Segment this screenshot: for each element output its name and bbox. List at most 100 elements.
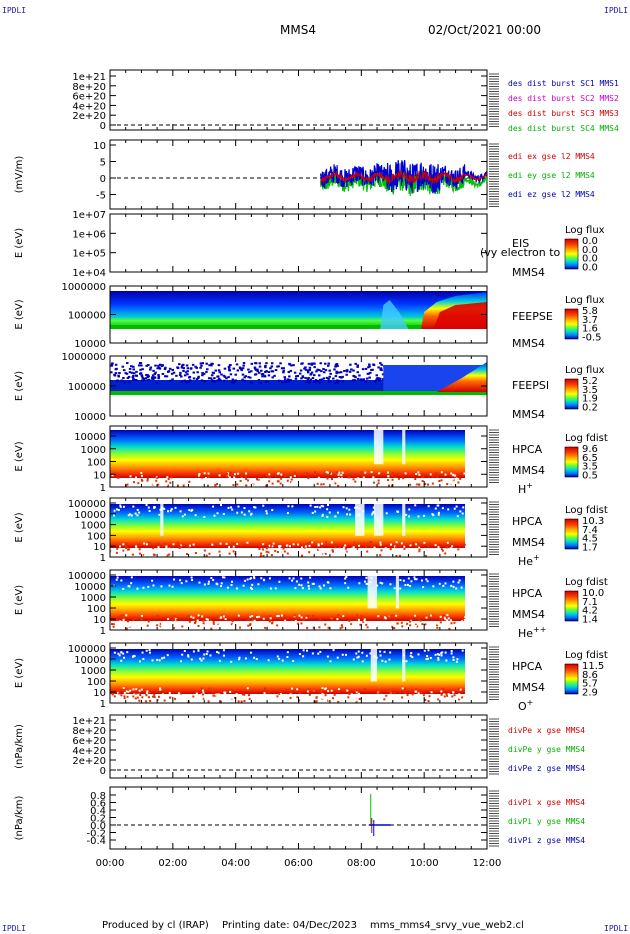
hpca-hepp-panel-gap-pixel — [278, 580, 281, 583]
hpca-he-panel-speckle — [357, 548, 360, 551]
hpca-h-panel-speckle — [142, 481, 145, 484]
hpca-he-panel-gap-pixel — [116, 508, 119, 511]
feepsi-panel-scatter-pixel — [356, 377, 360, 380]
hpca-he-panel-cbar-tick-label: 7.4 — [582, 525, 598, 536]
hpca-hepp-panel-speckle — [229, 617, 232, 620]
hpca-h-panel-speckle — [265, 484, 268, 487]
hpca-he-panel-speckle — [186, 544, 189, 547]
hpca-hepp-panel-speckle — [116, 620, 119, 623]
hpca-he-panel-gap-pixel — [213, 514, 216, 517]
hpca-he-panel-gap-pixel — [371, 513, 374, 516]
hpca-hepp-panel-gap-pixel — [180, 582, 183, 585]
hpca-hepp-panel-gap-pixel — [307, 581, 310, 584]
hpca-he-panel-speckle — [125, 544, 128, 547]
hpca-h-panel-speckle — [266, 474, 269, 477]
hpca-h-panel-speckle — [336, 482, 339, 485]
hpca-h-panel-speckle — [449, 481, 452, 484]
hpca-hepp-panel-speckle — [393, 620, 396, 623]
hpca-h-panel-speckle — [396, 482, 399, 485]
hpca-he-panel-gap-pixel — [327, 504, 330, 507]
hpca-o-panel-gap-pixel — [138, 660, 141, 663]
hpca-h-panel-speckle — [277, 472, 280, 475]
hpca-hepp-panel-speckle — [280, 614, 283, 617]
hpca-o-panel-speckle — [321, 693, 324, 696]
hpca-o-panel-speckle — [458, 698, 461, 701]
hpca-o-panel-speckle — [416, 700, 419, 703]
hpca-he-panel-speckle — [262, 554, 265, 557]
feepsi-panel-scatter-pixel — [292, 364, 295, 367]
hpca-he-panel-gap-pixel — [113, 509, 116, 512]
des-panel-legend-entry: des dist burst SC1 MMS1 — [508, 79, 619, 88]
hpca-h-panel-speckle — [240, 477, 243, 480]
hpca-he-panel-speckle — [272, 542, 275, 545]
hpca-hepp-panel-speckle — [136, 617, 139, 620]
hpca-hepp-panel-gap-pixel — [420, 579, 423, 582]
hpca-h-panel-speckle — [165, 483, 168, 486]
hpca-he-panel-speckle — [448, 550, 451, 553]
hpca-hepp-panel-gap-pixel — [402, 579, 405, 582]
hpca-he-panel-speckle — [395, 546, 398, 549]
hpca-h-panel-speckle — [166, 476, 169, 479]
feepsi-panel-scatter-pixel — [154, 371, 157, 374]
hpca-o-panel-gap-pixel — [298, 653, 301, 656]
feepsi-panel-scatter-pixel — [336, 381, 339, 384]
hpca-he-panel-speckle — [359, 542, 362, 545]
hpca-o-panel-speckle — [454, 694, 457, 697]
hpca-he-panel-speckle — [203, 549, 206, 552]
feepsi-panel-scatter-pixel — [354, 376, 357, 379]
hpca-h-panel-speckle — [418, 483, 421, 486]
hpca-o-panel-speckle — [443, 695, 446, 698]
hpca-h-panel-speckle — [262, 483, 265, 486]
hpca-he-panel-speckle — [252, 544, 255, 547]
hpca-he-panel-speckle — [320, 542, 323, 545]
feepsi-panel-scatter-pixel — [238, 366, 242, 369]
divpi-panel-ytick-label: 0.0 — [90, 821, 106, 832]
hpca-o-panel-speckle — [163, 690, 166, 693]
hpca-hepp-panel-speckle — [140, 618, 143, 621]
hpca-hepp-panel-instrument-label: HPCA — [512, 587, 543, 600]
hpca-hepp-panel-speckle — [439, 621, 442, 624]
hpca-he-panel-speckle — [440, 548, 443, 551]
hpca-o-panel-speckle — [140, 688, 143, 691]
hpca-hepp-panel-gap-pixel — [274, 587, 277, 590]
hpca-hepp-panel-gap-pixel — [115, 578, 118, 581]
feepsi-panel-scatter-pixel — [316, 380, 319, 383]
hpca-o-panel-speckle — [118, 692, 121, 695]
feepsi-panel-scatter-pixel — [242, 362, 246, 365]
hpca-he-panel-cbar-tick-label: 10.3 — [582, 516, 604, 527]
hpca-hepp-panel-cbar-tick-label: 4.2 — [582, 606, 598, 617]
hpca-hepp-panel-gap-pixel — [307, 584, 310, 587]
hpca-hepp-panel-speckle — [274, 626, 277, 629]
feepsi-panel-scatter-pixel — [153, 376, 156, 379]
hpca-h-panel-speckle — [373, 481, 376, 484]
hpca-o-panel-ytick-label: 1 — [100, 699, 106, 710]
feepsi-panel-scatter-pixel — [158, 366, 161, 369]
hpca-hepp-panel-speckle — [461, 620, 464, 623]
des-panel-legend-entry: des dist burst SC4 MMS4 — [508, 124, 619, 133]
feepsi-panel-scatter-pixel — [273, 374, 276, 377]
hpca-hepp-panel-speckle — [403, 615, 406, 618]
hpca-h-panel-speckle — [387, 484, 390, 487]
hpca-h-panel-data-gap — [402, 430, 406, 465]
hpca-h-panel-speckle — [246, 479, 249, 482]
feepsi-panel-scatter-pixel — [250, 362, 254, 365]
hpca-h-panel-speckle — [418, 473, 421, 476]
hpca-o-panel-speckle — [331, 697, 334, 700]
hpca-o-panel-speckle — [461, 696, 464, 699]
hpca-h-panel-speckle — [381, 472, 384, 475]
hpca-o-panel-gap-pixel — [255, 658, 258, 661]
hpca-o-panel-speckle — [223, 691, 226, 694]
hpca-o-panel-gap-pixel — [209, 654, 212, 657]
hpca-o-panel-gap-pixel — [384, 660, 387, 663]
hpca-h-panel-speckle — [431, 482, 434, 485]
hpca-h-panel-speckle — [227, 472, 230, 475]
hpca-he-panel-gap-pixel — [405, 513, 408, 516]
hpca-o-panel-speckle — [377, 694, 380, 697]
hpca-hepp-panel-speckle — [366, 626, 369, 629]
feepsi-panel-scatter-pixel — [227, 366, 231, 369]
hpca-h-panel-speckle — [337, 484, 340, 487]
hpca-o-panel-speckle — [355, 691, 358, 694]
hpca-he-panel-speckle — [198, 548, 201, 551]
hpca-he-panel-gap-pixel — [119, 504, 122, 507]
hpca-hepp-panel-gap-pixel — [365, 576, 368, 579]
